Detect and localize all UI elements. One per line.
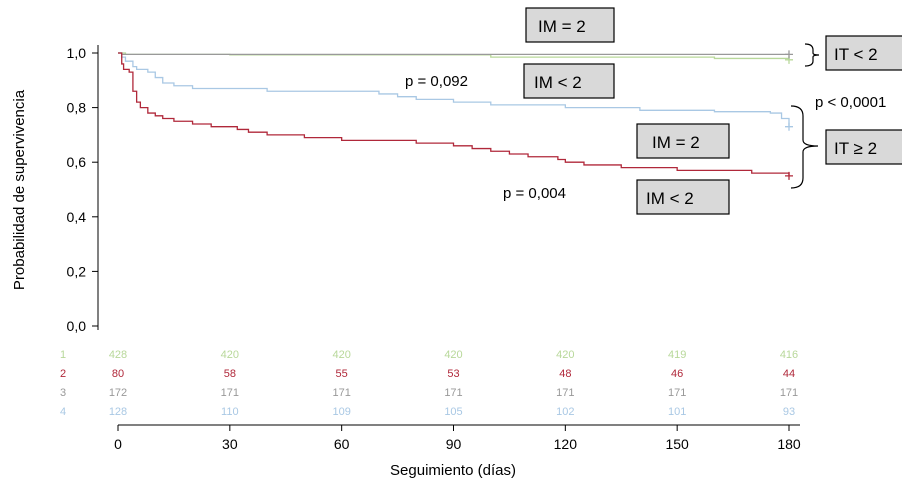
risk-row-label: 3 (60, 387, 66, 399)
p-value-lower: p = 0,004 (503, 185, 566, 202)
risk-cell: 102 (556, 406, 574, 418)
risk-cell: 48 (559, 368, 571, 380)
risk-row-label: 2 (60, 368, 66, 380)
y-tick-label: 0,4 (67, 209, 87, 225)
risk-cell: 44 (783, 368, 795, 380)
brace-top (804, 43, 820, 67)
risk-cell: 80 (112, 368, 124, 380)
series-line-2 (118, 52, 790, 176)
svg-text:IM < 2: IM < 2 (646, 189, 694, 208)
annotation-im-lt-bottom: IM < 2 (636, 179, 730, 215)
svg-text:IT < 2: IT < 2 (834, 45, 878, 64)
x-tick-label: 120 (554, 436, 578, 452)
risk-cell: 171 (668, 387, 686, 399)
risk-cell: 416 (780, 349, 798, 361)
x-tick-label: 30 (222, 436, 238, 452)
risk-cell: 419 (668, 349, 686, 361)
annotation-im-eq-top: IM = 2 (525, 7, 615, 43)
risk-cell: 55 (336, 368, 348, 380)
risk-row-label: 4 (60, 406, 66, 418)
series-line-4 (118, 52, 790, 127)
risk-cell: 172 (109, 387, 127, 399)
risk-cell: 105 (444, 406, 462, 418)
annotation-it-lt: IT < 2 (825, 35, 902, 71)
svg-text:IM < 2: IM < 2 (534, 73, 582, 92)
brace-bottom (790, 105, 819, 189)
annotation-it-ge: IT ≥ 2 (825, 129, 902, 165)
y-tick-label: 0,2 (67, 263, 87, 279)
x-axis-ticks: 0 30 60 90 120 150 180 (114, 425, 801, 452)
risk-cell: 420 (444, 349, 462, 361)
censor-mark-4 (785, 122, 793, 131)
y-tick-label: 0,0 (67, 318, 87, 334)
series-line-3 (118, 52, 789, 56)
x-tick-label: 180 (777, 436, 801, 452)
y-tick-label: 0,8 (67, 100, 87, 116)
x-tick-label: 60 (334, 436, 350, 452)
risk-cell: 420 (556, 349, 574, 361)
risk-cell: 128 (109, 406, 127, 418)
risk-cell: 171 (332, 387, 350, 399)
svg-text:IM = 2: IM = 2 (538, 17, 586, 36)
risk-cell: 420 (332, 349, 350, 361)
p-value-between: p < 0,0001 (815, 94, 886, 111)
censor-mark-3 (785, 50, 793, 59)
series-layer (118, 50, 793, 180)
svg-text:IT ≥ 2: IT ≥ 2 (834, 139, 877, 158)
annotation-im-lt-top: IM < 2 (523, 63, 615, 99)
risk-cell: 58 (224, 368, 236, 380)
risk-cell: 93 (783, 406, 795, 418)
risk-cell: 420 (221, 349, 239, 361)
risk-cell: 110 (221, 406, 239, 418)
annotation-im-eq-mid: IM = 2 (636, 123, 730, 159)
risk-cell: 428 (109, 349, 127, 361)
y-tick-label: 1,0 (67, 45, 87, 61)
risk-cell: 101 (668, 406, 686, 418)
x-tick-label: 150 (665, 436, 689, 452)
y-axis-ticks: 0,0 0,2 0,4 0,6 0,8 1,0 (67, 45, 98, 334)
risk-cell: 109 (332, 406, 350, 418)
svg-text:IM = 2: IM = 2 (652, 133, 700, 152)
risk-row-label: 1 (60, 349, 66, 361)
risk-table: 1 428 420 420 420 420 419 416 2 80 58 55 53 48 46 44 3 17… (60, 349, 798, 418)
x-tick-label: 90 (446, 436, 462, 452)
y-tick-label: 0,6 (67, 154, 87, 170)
p-value-upper: p = 0,092 (405, 73, 468, 90)
risk-cell: 171 (444, 387, 462, 399)
x-tick-label: 0 (114, 436, 122, 452)
risk-cell: 171 (221, 387, 239, 399)
risk-cell: 53 (447, 368, 459, 380)
risk-cell: 171 (780, 387, 798, 399)
risk-cell: 171 (556, 387, 574, 399)
censor-mark-2 (785, 171, 793, 180)
x-axis-title: Seguimiento (días) (390, 462, 516, 479)
y-axis-title: Probabilidad de supervivencia (11, 89, 28, 290)
risk-cell: 46 (671, 368, 683, 380)
